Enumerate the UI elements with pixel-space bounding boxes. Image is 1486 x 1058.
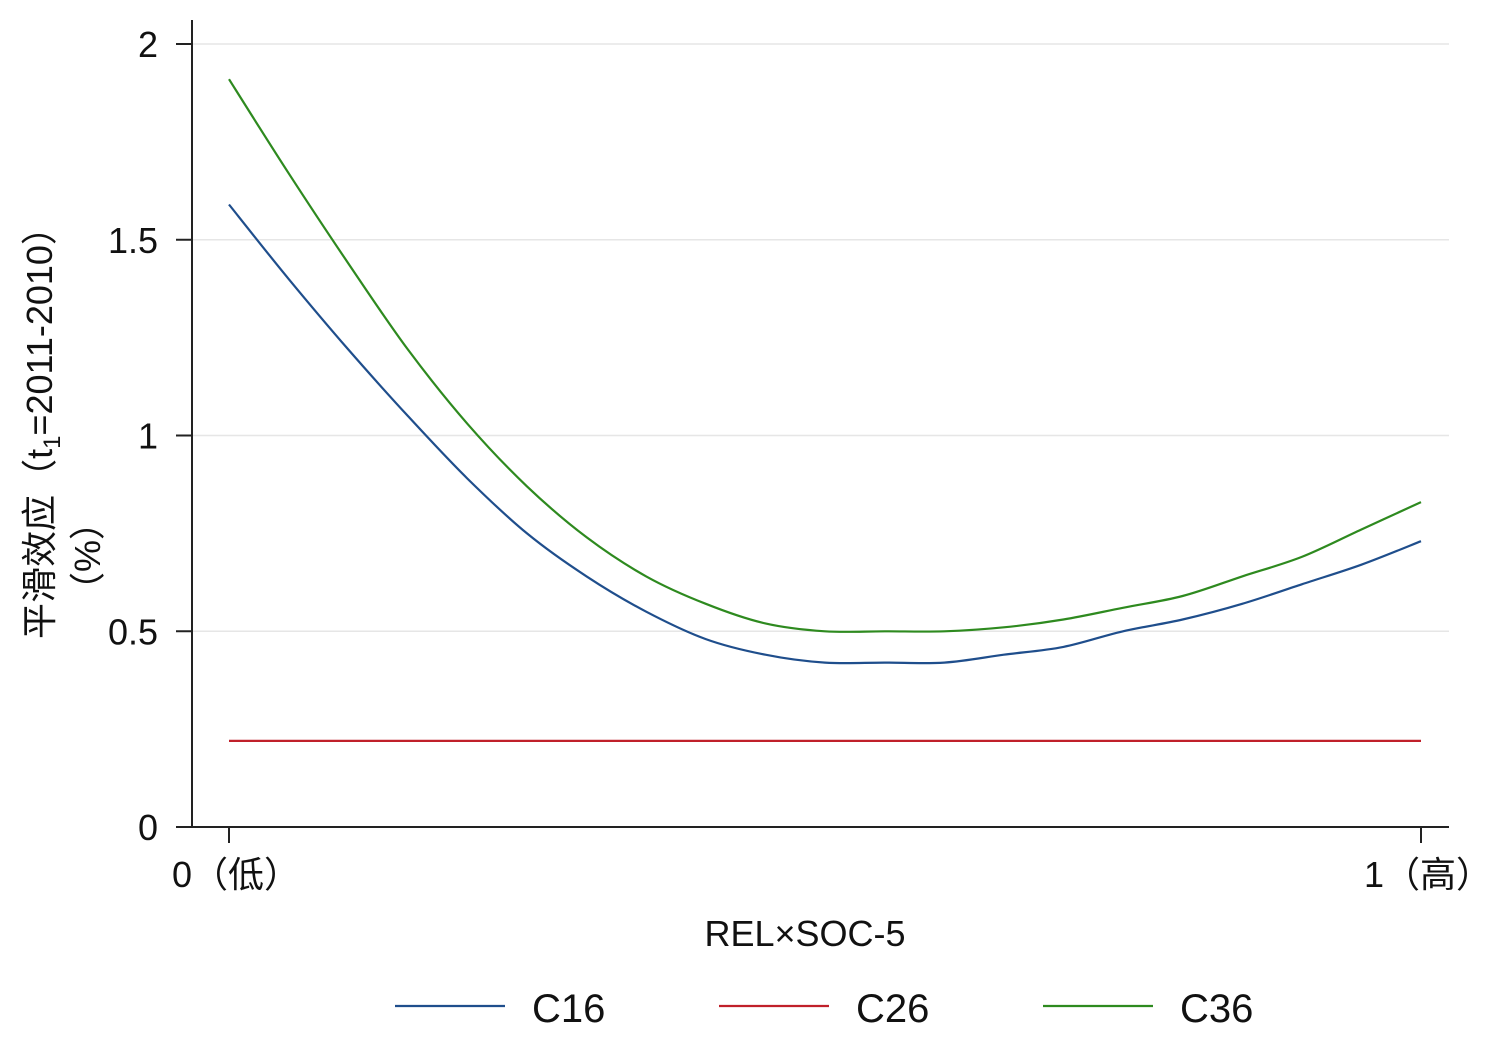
series-line-c36 — [228, 78, 1422, 633]
y-axis-title: 平滑效应（t1=2011-2010） （%） — [19, 209, 108, 639]
legend-label-c26: C26 — [856, 987, 929, 1031]
y-axis-title-subscript: 1 — [39, 436, 66, 449]
y-ticks: 0 0.5 1 1.5 2 — [108, 24, 192, 848]
y-axis-title-suffix: =2011-2010） — [19, 209, 60, 436]
x-tick-label: 1（高） — [1364, 854, 1486, 895]
series-line-c16 — [228, 203, 1422, 665]
y-axis-title-line2: （%） — [67, 504, 108, 608]
legend: C16 C26 C36 — [395, 987, 1253, 1031]
x-tick-label: 0（低） — [172, 854, 300, 895]
y-tick-label: 0 — [138, 807, 158, 848]
y-tick-label: 2 — [138, 24, 158, 65]
gridlines — [192, 43, 1449, 632]
x-axis-title: REL×SOC-5 — [704, 913, 905, 954]
y-tick-label: 1.5 — [108, 220, 158, 261]
y-axis-title-line1: 平滑效应（t1=2011-2010） — [19, 209, 66, 639]
legend-label-c16: C16 — [532, 987, 605, 1031]
y-tick-label: 1 — [138, 416, 158, 457]
x-ticks: 0（低） 1（高） — [172, 827, 1486, 895]
series-lines — [228, 78, 1422, 743]
y-tick-label: 0.5 — [108, 611, 158, 652]
legend-label-c36: C36 — [1180, 987, 1253, 1031]
axes — [191, 20, 1449, 828]
y-axis-title-prefix: 平滑效应（t — [19, 449, 60, 639]
